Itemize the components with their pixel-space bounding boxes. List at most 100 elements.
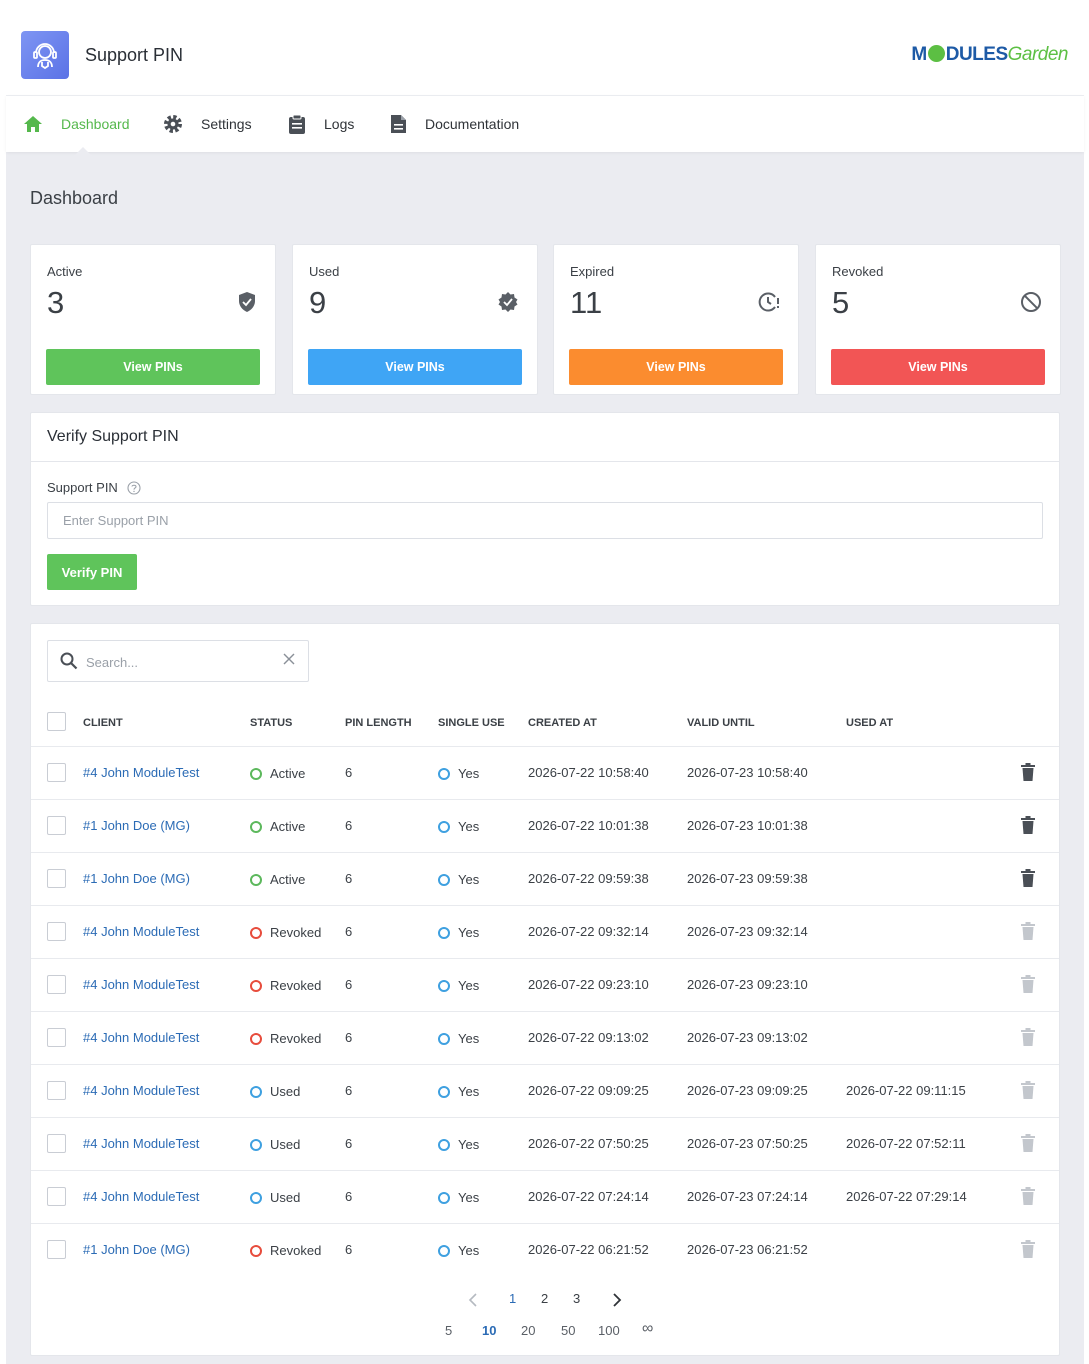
column-header-client[interactable]: CLIENT [83, 717, 123, 729]
page-size-5[interactable]: 5 [445, 1323, 453, 1338]
single-use-text: Yes [458, 1190, 480, 1205]
trash-icon [1021, 1187, 1035, 1205]
page-2[interactable]: 2 [541, 1291, 549, 1306]
row-checkbox[interactable] [47, 1028, 66, 1047]
card-expired: Expired 11 View PINs [553, 244, 799, 395]
valid-until: 2026-07-23 09:13:02 [687, 1030, 808, 1045]
column-header-valid-until[interactable]: VALID UNTIL [687, 717, 755, 729]
pin-length: 6 [345, 977, 353, 992]
single-use-ring-icon [438, 979, 450, 992]
column-header-status[interactable]: STATUS [250, 717, 293, 729]
valid-until: 2026-07-23 07:50:25 [687, 1136, 808, 1151]
single-use-ring-icon [438, 820, 450, 833]
created-at: 2026-07-22 07:50:25 [528, 1136, 649, 1151]
pin-length: 6 [345, 1189, 353, 1204]
view-used-pins-button[interactable]: View PINs [308, 349, 522, 385]
client-link[interactable]: #4 John ModuleTest [83, 1189, 200, 1204]
nav-logs-label: Logs [324, 116, 355, 132]
single-use-text: Yes [458, 819, 480, 834]
single-use-ring-icon [438, 873, 450, 886]
table-row: #4 John ModuleTest Used 6 Yes 2026-07-22 09:… [31, 1064, 1059, 1117]
column-header-created-at[interactable]: CREATED AT [528, 717, 597, 729]
help-icon[interactable] [127, 480, 141, 495]
trash-icon[interactable] [1021, 816, 1035, 834]
created-at: 2026-07-22 09:09:25 [528, 1083, 649, 1098]
row-checkbox[interactable] [47, 1240, 66, 1259]
nav-settings[interactable]: Settings [163, 96, 252, 152]
support-pin-input[interactable] [47, 502, 1043, 539]
status-badge: Revoked [250, 1243, 321, 1258]
client-link[interactable]: #4 John ModuleTest [83, 765, 200, 780]
status-badge: Used [250, 1190, 300, 1205]
view-revoked-pins-button[interactable]: View PINs [831, 349, 1045, 385]
status-text: Revoked [270, 978, 322, 993]
column-header-pin-length[interactable]: PIN LENGTH [345, 717, 412, 729]
created-at: 2026-07-22 07:24:14 [528, 1189, 649, 1204]
client-link[interactable]: #4 John ModuleTest [83, 1030, 200, 1045]
page-1[interactable]: 1 [509, 1291, 517, 1306]
client-link[interactable]: #1 John Doe (MG) [83, 1242, 190, 1257]
card-active-count: 3 [47, 285, 65, 320]
pin-length: 6 [345, 1136, 353, 1151]
nav-logs[interactable]: Logs [288, 96, 354, 152]
next-page-icon[interactable] [612, 1293, 622, 1307]
valid-until: 2026-07-23 09:23:10 [687, 977, 808, 992]
support-agent-icon [21, 31, 69, 79]
prev-page-icon[interactable] [468, 1293, 478, 1307]
page-size-20[interactable]: 20 [521, 1323, 536, 1338]
card-active-label: Active [47, 264, 83, 279]
page-3[interactable]: 3 [573, 1291, 581, 1306]
view-expired-pins-button[interactable]: View PINs [569, 349, 783, 385]
status-badge: Active [250, 766, 305, 781]
page-size-10[interactable]: 10 [482, 1323, 497, 1338]
clear-search-icon[interactable] [283, 653, 295, 665]
status-badge: Active [250, 872, 305, 887]
search-input[interactable] [86, 651, 276, 673]
status-badge: Revoked [250, 925, 321, 940]
row-checkbox[interactable] [47, 922, 66, 941]
card-used-count: 9 [309, 285, 327, 320]
nav-settings-label: Settings [201, 116, 252, 132]
trash-icon[interactable] [1021, 763, 1035, 781]
client-link[interactable]: #4 John ModuleTest [83, 924, 200, 939]
client-link[interactable]: #1 John Doe (MG) [83, 871, 190, 886]
gear-icon [164, 115, 182, 133]
page-size-100[interactable]: 100 [598, 1323, 620, 1338]
column-header-used-at[interactable]: USED AT [846, 717, 894, 729]
status-badge: Used [250, 1137, 300, 1152]
status-badge: Active [250, 819, 305, 834]
single-use-badge: Yes [438, 1084, 479, 1099]
select-all-checkbox[interactable] [47, 712, 66, 731]
row-checkbox[interactable] [47, 816, 66, 835]
row-checkbox[interactable] [47, 869, 66, 888]
column-header-single-use[interactable]: SINGLE USE [438, 717, 505, 729]
valid-until: 2026-07-23 06:21:52 [687, 1242, 808, 1257]
client-link[interactable]: #1 John Doe (MG) [83, 818, 190, 833]
client-link[interactable]: #4 John ModuleTest [83, 1083, 200, 1098]
nav-documentation-label: Documentation [425, 116, 520, 132]
status-text: Used [270, 1084, 301, 1099]
client-link[interactable]: #4 John ModuleTest [83, 977, 200, 992]
status-text: Used [270, 1137, 301, 1152]
document-icon [391, 115, 406, 133]
pin-length: 6 [345, 1030, 353, 1045]
status-ring-icon [250, 820, 262, 833]
row-checkbox[interactable] [47, 1134, 66, 1153]
created-at: 2026-07-22 09:59:38 [528, 871, 649, 886]
client-link[interactable]: #4 John ModuleTest [83, 1136, 200, 1151]
single-use-ring-icon [438, 1138, 450, 1151]
page-size-50[interactable]: 50 [561, 1323, 576, 1338]
status-text: Active [270, 872, 306, 887]
row-checkbox[interactable] [47, 1187, 66, 1206]
view-active-pins-button[interactable]: View PINs [46, 349, 260, 385]
nav-dashboard[interactable]: Dashboard [23, 96, 130, 152]
trash-icon [1021, 975, 1035, 993]
nav-documentation[interactable]: Documentation [390, 96, 519, 152]
verify-pin-button[interactable]: Verify PIN [47, 554, 137, 590]
single-use-badge: Yes [438, 1243, 479, 1258]
row-checkbox[interactable] [47, 1081, 66, 1100]
trash-icon[interactable] [1021, 869, 1035, 887]
row-checkbox[interactable] [47, 763, 66, 782]
row-checkbox[interactable] [47, 975, 66, 994]
page-size-all[interactable]: ∞ [642, 1320, 654, 1337]
